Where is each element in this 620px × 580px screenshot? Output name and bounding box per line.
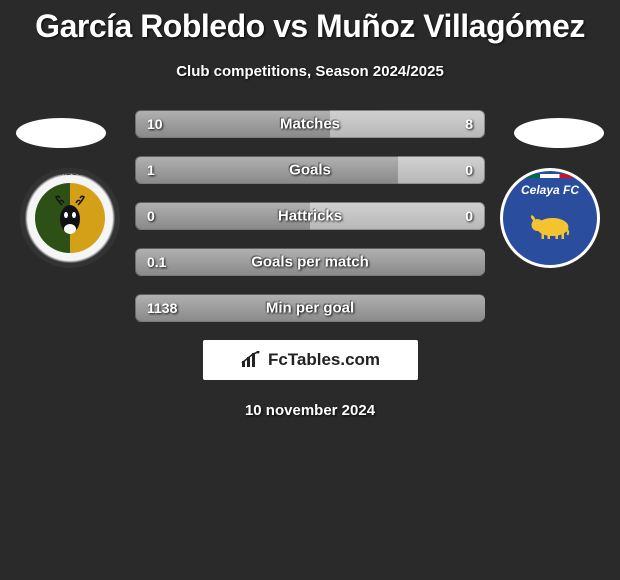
stat-value-left: 0.1 — [147, 254, 166, 270]
stat-label: Min per goal — [266, 300, 354, 317]
club-left-badge-text: ENADOS F — [50, 170, 90, 177]
stat-label: Matches — [280, 116, 340, 133]
stat-bar-left — [135, 156, 398, 184]
stat-label: Goals per match — [251, 254, 369, 271]
club-badge-right: Celaya FC — [500, 168, 600, 268]
stat-bar-right — [330, 110, 485, 138]
stat-row: Goals 1 0 — [135, 156, 485, 184]
stat-row: Hattricks 0 0 — [135, 202, 485, 230]
club-right-badge-text: Celaya FC — [503, 183, 597, 197]
stat-value-left: 10 — [147, 116, 163, 132]
comparison-panel: ENADOS F Celaya FC — [0, 110, 620, 419]
page-title: García Robledo vs Muñoz Villagómez — [0, 0, 620, 45]
stat-value-left: 1138 — [147, 300, 177, 316]
stat-label: Goals — [289, 162, 331, 179]
stat-value-left: 1 — [147, 162, 155, 178]
subtitle: Club competitions, Season 2024/2025 — [0, 63, 620, 80]
stat-value-right: 0 — [465, 162, 473, 178]
club-badge-left: ENADOS F — [20, 168, 120, 268]
flag-right — [514, 118, 604, 148]
stat-value-right: 0 — [465, 208, 473, 224]
deer-icon — [50, 193, 90, 243]
stat-row: Min per goal 1138 — [135, 294, 485, 322]
stat-row: Matches 10 8 — [135, 110, 485, 138]
watermark: FcTables.com — [203, 340, 418, 380]
stat-label: Hattricks — [278, 208, 342, 225]
stat-row: Goals per match 0.1 — [135, 248, 485, 276]
watermark-text: FcTables.com — [268, 350, 380, 370]
chart-icon — [240, 351, 262, 369]
stat-value-right: 8 — [465, 116, 473, 132]
bull-icon — [528, 211, 573, 241]
stat-value-left: 0 — [147, 208, 155, 224]
flag-stripe-icon — [520, 174, 580, 178]
stat-rows: Matches108Goals10Hattricks00Goals per ma… — [135, 110, 485, 322]
date-label: 10 november 2024 — [0, 402, 620, 419]
flag-left — [16, 118, 106, 148]
